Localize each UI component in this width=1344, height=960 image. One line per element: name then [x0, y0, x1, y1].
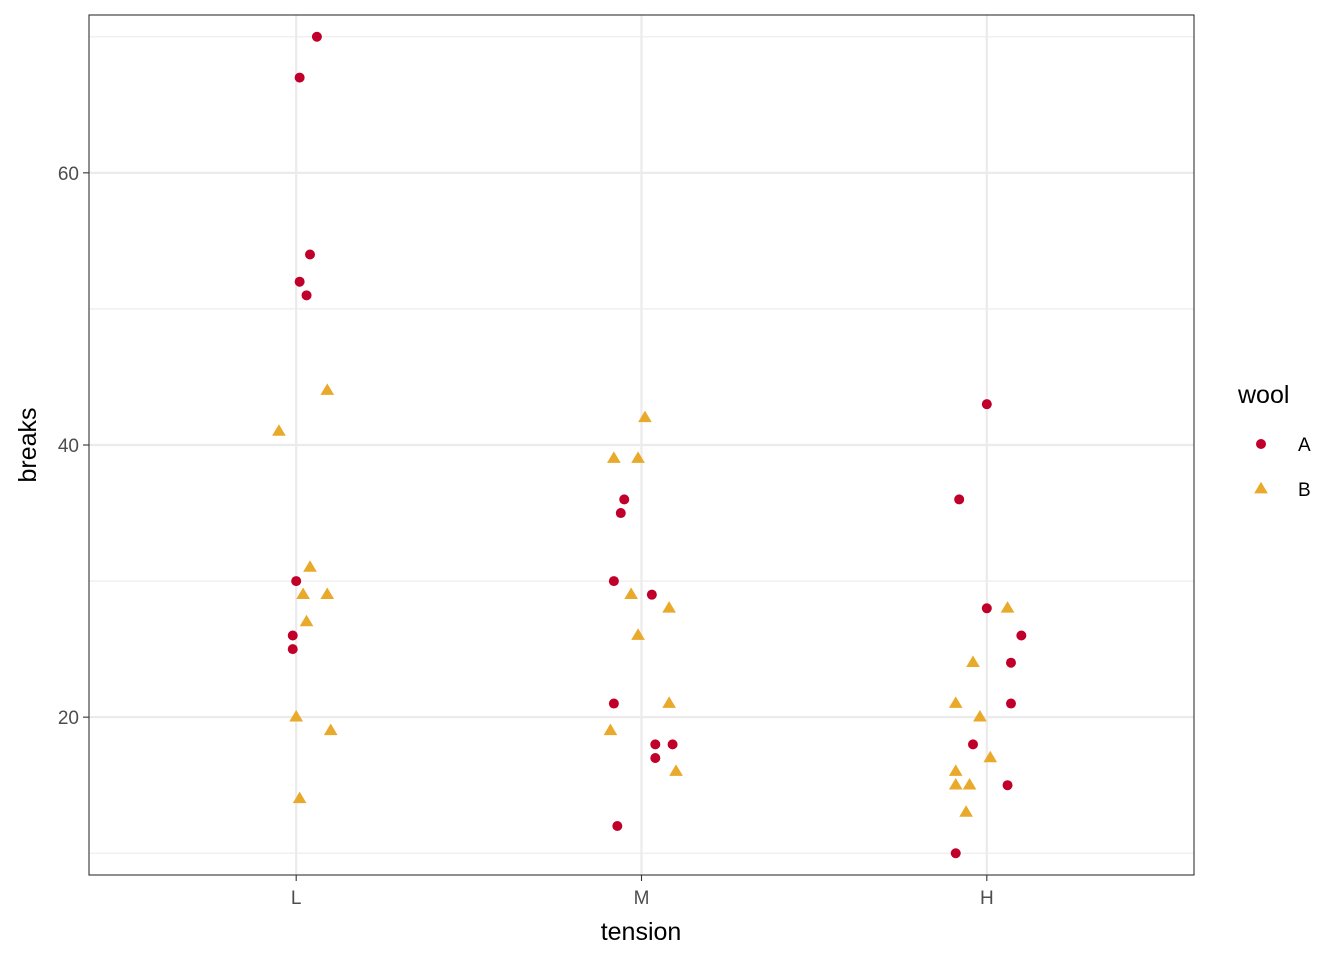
data-point-A [650, 752, 661, 763]
data-point-A [650, 739, 661, 750]
data-point-B [662, 696, 676, 708]
data-point-A [667, 739, 678, 750]
data-point-B [292, 791, 307, 804]
data-point-A [291, 576, 302, 587]
y-tick-label: 60 [58, 164, 79, 185]
data-point-B [638, 410, 652, 423]
data-point-A [981, 603, 992, 614]
x-tick-label: L [291, 888, 302, 909]
data-point-A [608, 698, 619, 709]
data-point-B [966, 655, 980, 668]
y-axis-ticks: 20 40 60 [58, 164, 89, 729]
data-point-A [608, 576, 619, 587]
y-tick-label: 20 [58, 708, 79, 729]
data-points [272, 31, 1027, 859]
data-point-B [624, 587, 638, 600]
data-point-A [950, 848, 961, 859]
data-point-A [646, 589, 657, 600]
data-point-A [612, 821, 623, 832]
data-point-B [323, 723, 338, 736]
data-point-B [948, 696, 963, 708]
data-point-A [1005, 698, 1016, 709]
x-axis-title: tension [601, 918, 682, 946]
major-gridlines [89, 15, 1194, 875]
data-point-B [299, 614, 314, 627]
legend-label: A [1298, 435, 1311, 456]
data-point-A [311, 31, 322, 42]
data-point-B [631, 451, 645, 463]
data-point-B [1000, 601, 1015, 613]
data-point-B [296, 587, 310, 600]
data-point-A [1002, 780, 1013, 791]
x-tick-label: H [980, 888, 994, 909]
data-point-A [954, 494, 965, 505]
data-point-B [631, 628, 645, 640]
data-point-A [1005, 657, 1016, 668]
legend-item-B: B [1254, 480, 1311, 501]
data-point-A [619, 494, 630, 505]
y-tick-label: 40 [58, 436, 79, 457]
data-point-B [983, 750, 998, 763]
legend-item-A: A [1256, 435, 1311, 456]
legend-label: B [1298, 480, 1311, 501]
data-point-B [607, 451, 621, 463]
y-axis-title: breaks [14, 407, 42, 482]
data-point-A [301, 290, 312, 301]
data-point-A [305, 249, 315, 260]
legend-items: AB [1254, 435, 1311, 501]
data-point-A [615, 508, 626, 519]
data-point-B [959, 805, 973, 817]
data-point-B [948, 777, 963, 790]
data-point-B [289, 709, 304, 722]
data-point-A [1016, 630, 1027, 641]
legend-key-A [1256, 439, 1266, 449]
legend-title: wool [1237, 381, 1289, 409]
data-point-B [303, 560, 317, 572]
data-point-B [973, 709, 987, 722]
data-point-B [272, 424, 286, 436]
data-point-A [968, 739, 978, 750]
data-point-A [981, 399, 992, 410]
data-point-B [662, 601, 676, 613]
data-point-A [287, 630, 298, 641]
data-point-B [962, 777, 977, 790]
x-tick-label: M [634, 888, 650, 909]
data-point-A [294, 276, 305, 287]
data-point-B [669, 764, 683, 776]
data-point-A [287, 644, 298, 655]
data-point-B [320, 383, 335, 395]
data-point-B [603, 723, 618, 736]
data-point-A [294, 72, 305, 83]
legend-key-B [1254, 481, 1268, 494]
data-point-B [320, 587, 335, 600]
legend: wool AB [1237, 381, 1311, 501]
data-point-B [948, 764, 963, 776]
